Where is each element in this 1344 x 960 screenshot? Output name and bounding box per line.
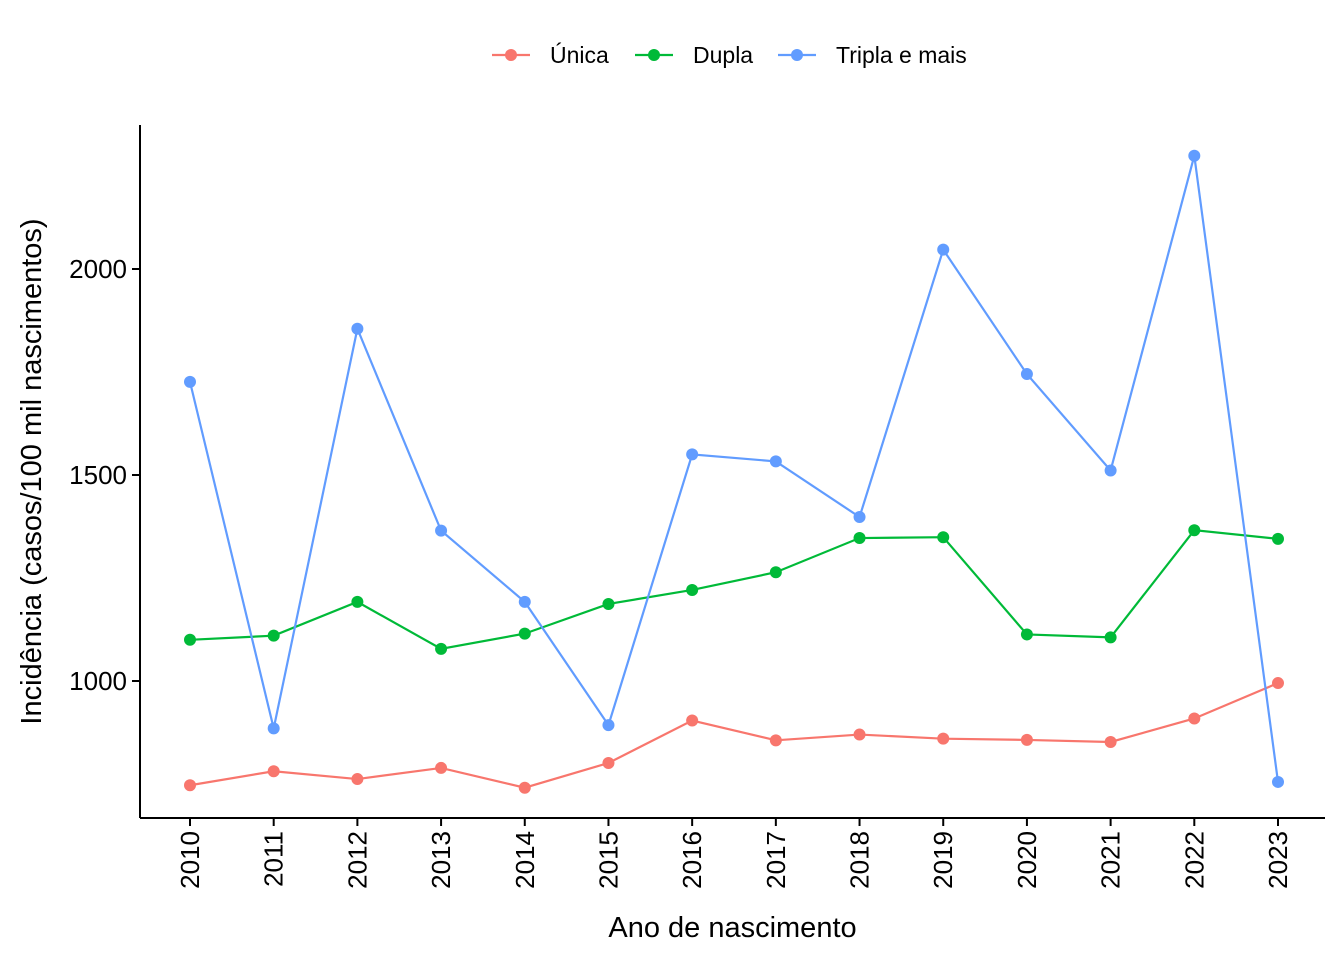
data-point	[1188, 149, 1201, 162]
x-tick-label: 2015	[593, 831, 623, 889]
legend-key-point	[791, 49, 803, 61]
data-point	[853, 511, 866, 524]
legend-label: Dupla	[693, 42, 753, 68]
y-axis-title: Incidência (casos/100 mil nascimentos)	[16, 218, 48, 724]
data-point	[937, 531, 950, 544]
legend-item: Única	[492, 42, 609, 68]
data-point	[435, 642, 448, 655]
x-tick-label: 2011	[259, 831, 289, 887]
data-point	[937, 243, 950, 256]
x-tick-label: 2021	[1096, 831, 1126, 889]
y-tick-label: 1500	[69, 460, 127, 490]
series-line	[189, 682, 1279, 789]
data-point	[351, 322, 364, 335]
legend: Única Dupla Tripla e mais	[492, 42, 967, 68]
series-2	[184, 524, 1284, 655]
x-tick-label: 2012	[342, 831, 372, 889]
x-tick-label: 2018	[845, 831, 875, 889]
data-point	[686, 714, 699, 727]
data-point	[184, 779, 196, 792]
legend-key-point	[505, 49, 517, 61]
data-point	[853, 728, 866, 741]
data-point	[1104, 735, 1117, 748]
data-point	[184, 633, 196, 646]
legend-key-point	[648, 49, 660, 61]
x-tick-label: 2022	[1179, 831, 1209, 889]
legend-label: Única	[550, 42, 609, 68]
x-tick-label: 2014	[510, 831, 540, 889]
y-tick-label: 2000	[69, 254, 127, 284]
series-line	[188, 155, 1280, 783]
data-point	[1020, 733, 1033, 746]
data-point	[1272, 775, 1284, 788]
series-line	[189, 529, 1279, 651]
x-axis: 2010 2011 2012 2013 2014 2015 2016 2017 2018 2019…	[140, 817, 1325, 889]
legend-item: Dupla	[635, 42, 753, 68]
data-point	[853, 532, 866, 545]
series-layer	[184, 149, 1284, 794]
data-point	[769, 566, 782, 579]
y-tick-label: 1000	[69, 666, 127, 696]
data-point	[1104, 631, 1117, 644]
data-point	[1020, 628, 1033, 641]
data-point	[518, 781, 531, 794]
data-point	[518, 627, 531, 640]
x-tick-label: 2019	[928, 831, 958, 889]
data-point	[1104, 464, 1117, 477]
x-tick-label: 2020	[1012, 831, 1042, 889]
data-point	[769, 455, 782, 468]
y-axis: 1000 1500 2000	[69, 125, 141, 818]
x-tick-label: 2017	[761, 831, 791, 889]
data-point	[1020, 368, 1033, 381]
data-point	[937, 732, 950, 745]
data-point	[602, 756, 615, 769]
data-point	[602, 719, 615, 732]
x-tick-label: 2016	[677, 831, 707, 889]
data-point	[686, 583, 699, 596]
data-point	[1272, 532, 1284, 545]
data-point	[267, 765, 280, 778]
x-tick-label: 2023	[1263, 831, 1293, 889]
data-point	[435, 761, 448, 774]
legend-item: Tripla e mais	[778, 42, 967, 68]
data-point	[769, 734, 782, 747]
data-point	[267, 629, 280, 642]
data-point	[351, 595, 364, 608]
x-axis-title: Ano de nascimento	[608, 912, 856, 944]
series-1	[184, 677, 1284, 794]
data-point	[602, 597, 615, 610]
x-tick-label: 2013	[426, 831, 456, 889]
data-point	[1272, 677, 1284, 690]
data-point	[518, 595, 531, 608]
x-tick-label: 2010	[175, 831, 205, 889]
legend-label: Tripla e mais	[836, 42, 967, 68]
data-point	[435, 524, 448, 537]
data-point	[1188, 712, 1201, 725]
data-point	[351, 773, 364, 786]
data-point	[267, 722, 280, 735]
data-point	[1188, 524, 1201, 537]
series-3	[184, 149, 1284, 788]
data-point	[184, 375, 196, 388]
data-point	[686, 448, 699, 461]
